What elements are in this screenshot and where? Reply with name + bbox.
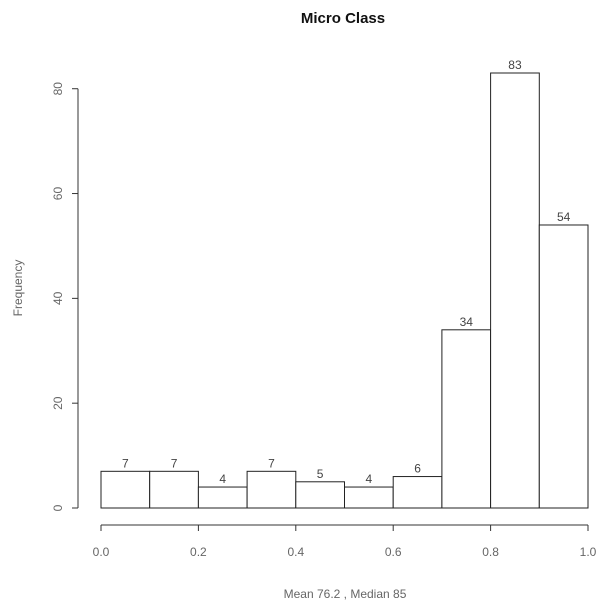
- bar-value-label: 6: [414, 462, 421, 476]
- bar-value-label: 7: [171, 456, 178, 470]
- histogram-bar: [441, 329, 492, 509]
- histogram-bar: [149, 470, 199, 509]
- bar-value-label: 5: [317, 467, 324, 481]
- y-tick-label: 20: [51, 396, 65, 410]
- chart-title: Micro Class: [301, 10, 385, 27]
- histogram-bar: [295, 481, 345, 509]
- bar-value-label: 7: [268, 456, 275, 470]
- x-tick-label: 0.4: [287, 545, 304, 559]
- x-tick-label: 0.2: [190, 545, 207, 559]
- histogram-bar: [246, 470, 297, 509]
- y-tick-label: 40: [51, 291, 65, 305]
- bar-value-label: 4: [366, 472, 373, 486]
- x-axis: 0.0 0.2 0.4 0.6 0.8 1.0: [93, 524, 597, 559]
- histogram-bar: [490, 72, 540, 509]
- y-tick-label: 60: [51, 187, 65, 201]
- histogram-bar: [538, 224, 589, 509]
- x-tick-label: 0.8: [482, 545, 499, 559]
- bar-value-label: 83: [508, 58, 522, 72]
- histogram-bar: [100, 470, 151, 509]
- x-tick-label: 1.0: [580, 545, 597, 559]
- y-axis-label: Frequency: [11, 260, 25, 317]
- bar-value-label: 4: [219, 472, 226, 486]
- y-tick-label: 0: [51, 504, 65, 511]
- x-axis-label: Mean 76.2 , Median 85: [284, 587, 407, 601]
- bar-value-label: 7: [122, 456, 129, 470]
- x-tick-label: 0.0: [93, 545, 110, 559]
- bars-group: [100, 72, 589, 509]
- y-tick-label: 80: [51, 82, 65, 96]
- histogram-bar: [344, 486, 394, 509]
- bar-value-label: 34: [460, 315, 474, 329]
- histogram-bar: [392, 476, 443, 509]
- histogram-bar: [197, 486, 248, 509]
- y-axis: 0 20 40 60 80: [51, 82, 79, 511]
- bar-value-label: 54: [557, 210, 571, 224]
- x-tick-label: 0.6: [385, 545, 402, 559]
